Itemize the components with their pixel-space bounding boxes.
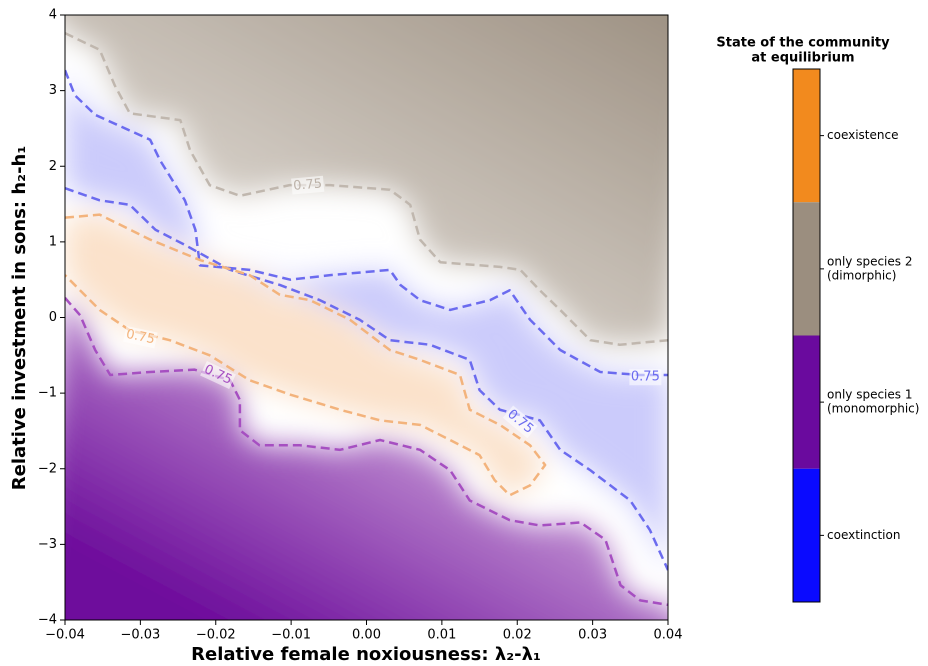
y-tick-label: 4 (49, 8, 57, 23)
colorbar-label: only species 1 (827, 388, 912, 402)
colorbar-segment (793, 69, 820, 203)
region-species-2 (65, 15, 668, 345)
x-tick-label: −0.01 (271, 628, 311, 643)
x-axis-label: Relative female noxiousness: λ₂-λ₁ (191, 644, 541, 665)
x-tick-label: −0.02 (196, 628, 236, 643)
y-tick-label: 3 (49, 83, 57, 98)
colorbar-label: (monomorphic) (827, 402, 919, 416)
y-tick-label: −3 (38, 537, 57, 552)
colorbar-label: only species 2 (827, 254, 912, 268)
x-tick-label: 0.02 (503, 628, 532, 643)
contour-label-gap (502, 405, 538, 439)
colorbar-segment (793, 335, 820, 469)
region-transition (65, 70, 668, 571)
colorbar-frame (792, 68, 821, 603)
contour-line (65, 213, 547, 497)
contour-line (65, 297, 668, 607)
y-tick-label: 0 (49, 310, 57, 325)
y-tick-label: −4 (38, 613, 57, 628)
colorbar-label: (dimorphic) (827, 268, 896, 282)
colorbar-label: coextinction (827, 528, 900, 542)
region-coexistence (65, 214, 546, 496)
colorbar-title: at equilibrium (751, 51, 854, 66)
x-tick-label: 0.03 (578, 628, 607, 643)
contour-label-gap (123, 326, 158, 349)
x-tick-label: 0.01 (427, 628, 456, 643)
contour-line (65, 69, 668, 377)
x-tick-label: −0.04 (45, 628, 85, 643)
contour-line (65, 32, 668, 346)
y-tick-label: 1 (49, 234, 57, 249)
contour-label-gap (200, 360, 236, 389)
y-tick-label: −2 (38, 461, 57, 476)
contour-label-gap (291, 175, 325, 195)
contour-label: 0.75 (125, 327, 156, 348)
x-tick-label: 0.00 (352, 628, 381, 643)
y-axis-label: Relative investment in sons: h₂-h₁ (9, 146, 30, 490)
contour-label: 0.75 (631, 370, 660, 385)
colorbar-segment (793, 468, 820, 602)
contour-label: 0.75 (293, 176, 323, 193)
contour-line (65, 187, 668, 571)
x-tick-label: −0.03 (120, 628, 160, 643)
contour-label-gap (629, 369, 662, 386)
colorbar-label: coexistence (827, 128, 898, 142)
colorbar-segment (793, 202, 820, 336)
y-tick-label: −1 (38, 386, 57, 401)
x-tick-label: 0.04 (654, 628, 683, 643)
colorbar-title: State of the community (716, 36, 890, 51)
contours: 0.750.750.750.750.75 (65, 32, 668, 607)
y-tick-label: 2 (49, 159, 57, 174)
